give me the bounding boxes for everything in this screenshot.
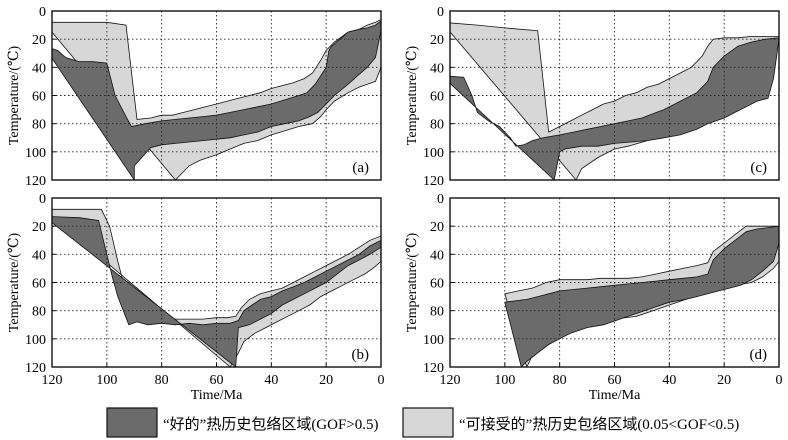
y-tick-label: 40	[430, 248, 444, 263]
y-tick-label: 80	[32, 118, 46, 133]
x-tick-label: 20	[319, 373, 333, 388]
x-tick-label: 120	[42, 373, 63, 388]
y-tick-label: 0	[39, 192, 46, 207]
y-tick-label: 80	[32, 305, 46, 320]
y-tick-label: 0	[437, 192, 444, 207]
y-tick-label: 100	[423, 146, 444, 161]
x-tick-label: 0	[378, 373, 385, 388]
y-tick-label: 60	[32, 90, 46, 105]
panel-label: (a)	[352, 160, 369, 176]
good-envelope	[450, 37, 779, 180]
x-tick-label: 100	[96, 373, 117, 388]
legend-label-good: “好的”热历史包络区域(GOF>0.5)	[163, 416, 379, 433]
y-tick-label: 60	[32, 277, 46, 292]
y-tick-label: 100	[25, 333, 46, 348]
y-tick-label: 40	[32, 248, 46, 263]
y-tick-label: 100	[423, 333, 444, 348]
good-envelope	[504, 225, 779, 367]
x-tick-label: 40	[662, 373, 676, 388]
legend-swatch-acceptable	[402, 407, 454, 438]
y-tick-label: 0	[39, 5, 46, 20]
legend: “好的”热历史包络区域(GOF>0.5) “可接受的”热历史包络区域(0.05<…	[106, 407, 739, 438]
y-tick-label: 60	[430, 90, 444, 105]
x-tick-label: 80	[155, 373, 169, 388]
x-axis-label: Time/Ma	[191, 388, 243, 403]
panel-a: 0 20 40 60 80 100 120 Temperature/(℃) (a)	[7, 5, 382, 189]
good-envelope	[52, 20, 381, 180]
panel-label: (d)	[750, 347, 768, 363]
y-tick-label: 40	[430, 61, 444, 76]
legend-label-acceptable: “可接受的”热历史包络区域(0.05<GOF<0.5)	[459, 416, 739, 433]
y-tick-label: 120	[25, 361, 46, 376]
y-tick-label: 80	[430, 118, 444, 133]
legend-swatch-good	[106, 407, 158, 438]
x-tick-label: 60	[210, 373, 224, 388]
panel-label: (c)	[750, 160, 767, 176]
y-tick-label: 120	[423, 174, 444, 189]
y-axis-label: Temperature/(℃)	[405, 45, 420, 145]
y-tick-label: 80	[430, 305, 444, 320]
y-tick-label: 40	[32, 61, 46, 76]
x-tick-label: 100	[494, 373, 515, 388]
x-tick-label: 60	[608, 373, 622, 388]
panel-c: 0 20 40 60 80 100 120 Temperature/(℃) (c)	[405, 5, 780, 189]
y-tick-label: 60	[430, 277, 444, 292]
y-tick-label: 20	[32, 220, 46, 235]
y-tick-label: 120	[25, 174, 46, 189]
y-axis-label: Temperature/(℃)	[405, 232, 420, 332]
y-tick-label: 20	[430, 220, 444, 235]
y-tick-label: 20	[32, 33, 46, 48]
panel-label: (b)	[352, 347, 370, 363]
y-tick-label: 0	[437, 5, 444, 20]
y-axis-label: Temperature/(℃)	[7, 45, 22, 145]
x-tick-label: 120	[440, 373, 461, 388]
x-tick-label: 20	[717, 373, 731, 388]
x-tick-label: 40	[264, 373, 278, 388]
y-tick-label: 100	[25, 146, 46, 161]
y-axis-label: Temperature/(℃)	[7, 232, 22, 332]
y-tick-label: 20	[430, 33, 444, 48]
x-tick-label: 80	[553, 373, 567, 388]
x-axis-label: Time/Ma	[589, 388, 641, 403]
x-tick-label: 0	[776, 373, 783, 388]
y-tick-label: 120	[423, 361, 444, 376]
